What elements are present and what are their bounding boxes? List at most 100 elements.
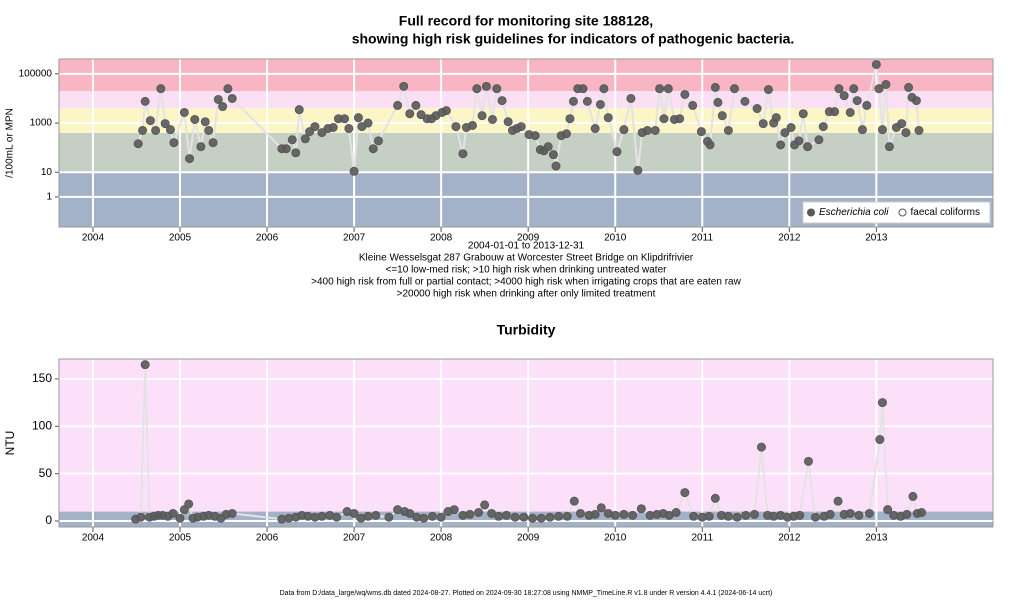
data-point: [610, 510, 620, 520]
data-point: [510, 512, 520, 522]
legend-label: Escherichia coli: [819, 207, 889, 218]
x-tick-label: 2004: [82, 533, 105, 544]
data-point: [569, 496, 579, 506]
data-point: [545, 512, 555, 522]
data-point: [427, 511, 437, 521]
x-tick-label: 2009: [517, 233, 540, 244]
data-point: [877, 398, 887, 408]
data-point: [871, 59, 881, 69]
data-point: [548, 150, 558, 160]
data-point: [839, 91, 849, 101]
data-point: [723, 511, 733, 521]
chart-title: Full record for monitoring site 188128,: [399, 13, 653, 29]
data-point: [168, 508, 178, 518]
data-point: [902, 509, 912, 519]
y-tick-label: 10: [41, 167, 53, 178]
risk-band: [59, 359, 993, 512]
data-point: [619, 125, 629, 135]
data-point: [399, 81, 409, 91]
legend-label: faecal coliforms: [910, 207, 979, 218]
plot-border: [58, 358, 994, 528]
data-point: [213, 94, 223, 104]
risk-band: [59, 91, 993, 109]
legend-marker: [898, 208, 907, 217]
x-tick-label: 2012: [778, 233, 801, 244]
data-point: [140, 96, 150, 106]
data-point: [501, 510, 511, 520]
data-point: [140, 360, 150, 370]
data-point: [671, 508, 681, 518]
data-point: [160, 119, 170, 129]
data-point: [371, 510, 381, 520]
data-point: [636, 504, 646, 514]
data-point: [551, 161, 561, 171]
chart-subtitle: showing high risk guidelines for indicat…: [352, 31, 795, 47]
data-point: [874, 84, 884, 94]
x-tick-label: 2004: [82, 233, 105, 244]
data-point: [291, 148, 301, 158]
data-point: [165, 125, 175, 135]
data-point: [780, 128, 790, 138]
data-point: [151, 125, 161, 135]
data-point: [179, 107, 189, 117]
data-point: [227, 508, 237, 518]
data-point: [477, 111, 487, 121]
data-point: [190, 114, 200, 124]
x-tick-label: 2005: [169, 233, 192, 244]
note: Kleine Wesselsgat 287 Grabouw at Worcest…: [359, 253, 694, 264]
x-tick-label: 2009: [517, 533, 540, 544]
data-point: [834, 84, 844, 94]
y-tick-label: 150: [32, 371, 52, 385]
data-point: [175, 513, 185, 523]
data-point: [825, 509, 835, 519]
data-point: [689, 511, 699, 521]
x-tick-label: 2013: [865, 233, 888, 244]
data-point: [704, 511, 714, 521]
data-point: [368, 144, 378, 154]
data-point: [740, 96, 750, 106]
data-point: [582, 96, 592, 106]
data-point: [633, 165, 643, 175]
data-point: [904, 82, 914, 92]
x-tick-label: 2005: [169, 533, 192, 544]
data-point: [565, 114, 575, 124]
data-point: [814, 135, 824, 145]
data-point: [310, 122, 320, 132]
data-point: [543, 142, 553, 152]
data-point: [393, 100, 403, 110]
data-point: [516, 122, 526, 132]
data-point: [864, 508, 874, 518]
data-point: [494, 511, 504, 521]
data-point: [138, 125, 148, 135]
data-point: [568, 96, 578, 106]
data-point: [619, 509, 629, 519]
data-point: [519, 512, 529, 522]
data-point: [881, 79, 891, 89]
data-point: [845, 508, 855, 518]
data-point: [578, 84, 588, 94]
data-point: [575, 508, 585, 518]
y-axis-label: /100mL or MPN: [5, 108, 16, 178]
y-axis-label: NTU: [3, 431, 17, 456]
data-point: [763, 85, 773, 95]
data-point: [384, 512, 394, 522]
data-point: [626, 93, 636, 103]
data-point: [465, 509, 475, 519]
plot-border: [58, 58, 994, 228]
data-point: [818, 122, 828, 132]
data-point: [675, 114, 685, 124]
data-point: [156, 84, 166, 94]
data-point: [729, 84, 739, 94]
data-point: [169, 138, 179, 148]
legend: Escherichia coli faecal coliforms: [802, 201, 991, 224]
data-point: [145, 116, 155, 126]
data-point: [688, 100, 698, 110]
data-point: [487, 114, 497, 124]
data-point: [451, 122, 461, 132]
note: 2004-01-01 to 2013-12-31: [468, 241, 585, 252]
data-point: [554, 511, 564, 521]
y-tick-label: 50: [39, 466, 53, 480]
data-point: [561, 129, 571, 139]
data-point: [911, 96, 921, 106]
data-point: [218, 102, 228, 112]
